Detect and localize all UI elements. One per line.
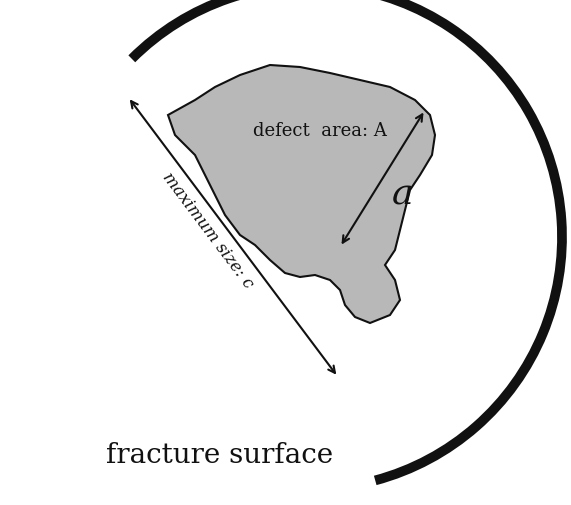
Text: defect  area: A: defect area: A	[253, 122, 387, 140]
Text: fracture surface: fracture surface	[106, 442, 333, 469]
Polygon shape	[168, 66, 435, 323]
Text: a: a	[392, 177, 413, 211]
Text: maximum size: c: maximum size: c	[159, 168, 257, 291]
